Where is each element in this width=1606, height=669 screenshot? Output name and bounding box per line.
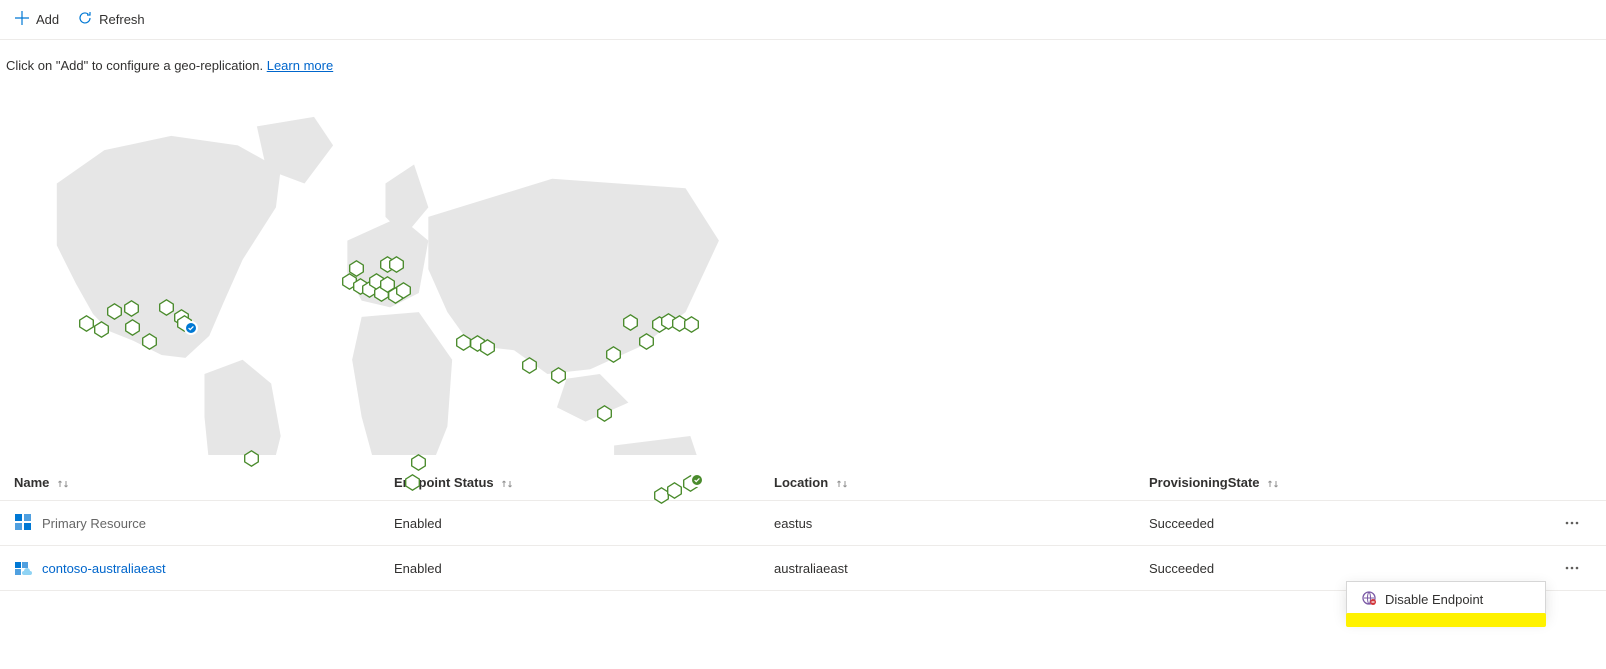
region-marker[interactable]: [605, 346, 622, 363]
region-marker[interactable]: [521, 357, 538, 374]
region-marker[interactable]: [404, 474, 421, 491]
cell-provisioning-state: Succeeded: [1149, 516, 1552, 531]
region-marker[interactable]: [479, 339, 496, 356]
add-label: Add: [36, 12, 59, 27]
row-more-button[interactable]: [1552, 556, 1592, 580]
region-marker[interactable]: [388, 256, 405, 273]
replication-name: Primary Resource: [42, 516, 146, 531]
replications-table: Name Endpoint Status Location Provisioni…: [0, 465, 1606, 591]
region-marker[interactable]: [106, 303, 123, 320]
world-map: [6, 93, 784, 455]
replication-link[interactable]: contoso-australiaeast: [42, 561, 166, 576]
cell-endpoint-status: Enabled: [394, 561, 774, 576]
region-marker[interactable]: [550, 367, 567, 384]
region-marker[interactable]: [682, 475, 699, 492]
info-text-row: Click on "Add" to configure a geo-replic…: [0, 40, 1606, 85]
col-provisioning-state-label: ProvisioningState: [1149, 475, 1260, 490]
learn-more-link[interactable]: Learn more: [267, 58, 333, 73]
col-provisioning-state[interactable]: ProvisioningState: [1149, 475, 1552, 490]
region-marker[interactable]: [123, 300, 140, 317]
region-marker[interactable]: [124, 319, 141, 336]
region-marker[interactable]: [410, 454, 427, 471]
refresh-icon: [77, 10, 93, 29]
info-text: Click on "Add" to configure a geo-replic…: [6, 58, 267, 73]
region-marker[interactable]: [622, 314, 639, 331]
col-location-label: Location: [774, 475, 828, 490]
context-menu-label: Disable Endpoint: [1385, 592, 1483, 607]
col-location[interactable]: Location: [774, 475, 1149, 490]
resource-icon: [14, 558, 32, 579]
cell-location: australiaeast: [774, 561, 1149, 576]
region-marker[interactable]: [395, 282, 412, 299]
col-name-label: Name: [14, 475, 49, 490]
region-marker[interactable]: [596, 405, 613, 422]
cell-endpoint-status: Enabled: [394, 516, 774, 531]
region-marker[interactable]: [243, 450, 260, 467]
region-marker[interactable]: [638, 333, 655, 350]
plus-icon: [14, 10, 30, 29]
region-marker[interactable]: [176, 315, 193, 332]
globe-disable-icon: [1361, 590, 1377, 609]
cell-provisioning-state: Succeeded: [1149, 561, 1552, 576]
col-name[interactable]: Name: [14, 475, 394, 490]
refresh-label: Refresh: [99, 12, 145, 27]
region-marker[interactable]: [93, 321, 110, 338]
cell-location: eastus: [774, 516, 1149, 531]
table-row: Primary Resource Enabled eastus Succeede…: [0, 501, 1606, 546]
toolbar: Add Refresh: [0, 0, 1606, 40]
add-button[interactable]: Add: [14, 6, 59, 33]
region-marker[interactable]: [348, 260, 365, 277]
table-header: Name Endpoint Status Location Provisioni…: [0, 465, 1606, 501]
resource-icon: [14, 513, 32, 534]
refresh-button[interactable]: Refresh: [77, 6, 145, 33]
region-marker[interactable]: [141, 333, 158, 350]
geo-replication-map: [0, 85, 790, 465]
col-endpoint-status[interactable]: Endpoint Status: [394, 475, 774, 490]
region-marker[interactable]: [683, 316, 700, 333]
annotation-highlight: [1346, 613, 1546, 627]
row-more-button[interactable]: [1552, 511, 1592, 535]
region-marker[interactable]: [666, 482, 683, 499]
